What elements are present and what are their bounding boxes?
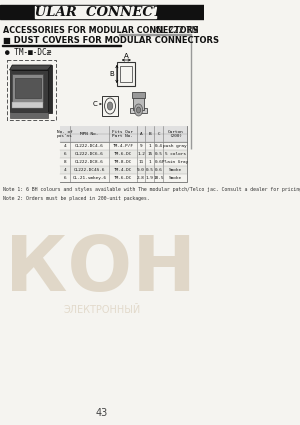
Text: C: C xyxy=(157,132,160,136)
Text: B: B xyxy=(109,71,114,77)
Text: 0.4: 0.4 xyxy=(154,144,163,148)
Bar xyxy=(60,166,188,174)
Text: CL222-DC4S-6: CL222-DC4S-6 xyxy=(74,168,105,172)
Text: No. of
pos'ns: No. of pos'ns xyxy=(57,130,73,138)
Bar xyxy=(118,62,135,86)
Text: ● TM-■-DCæ: ● TM-■-DCæ xyxy=(5,48,52,57)
Text: 1: 1 xyxy=(148,160,151,164)
Text: push gray: push gray xyxy=(164,144,187,148)
Text: MODULAR  CONNECTORS: MODULAR CONNECTORS xyxy=(0,6,195,19)
Text: 6: 6 xyxy=(64,152,66,156)
Text: 9.0: 9.0 xyxy=(137,168,145,172)
Text: ЭЛЕКТРОННЫЙ: ЭЛЕКТРОННЫЙ xyxy=(63,305,140,315)
Circle shape xyxy=(136,107,141,113)
Text: 1: 1 xyxy=(148,144,151,148)
Bar xyxy=(60,126,188,182)
Circle shape xyxy=(107,102,113,110)
Text: 5 colors: 5 colors xyxy=(165,152,186,156)
Text: MPN No.: MPN No. xyxy=(80,132,99,136)
Text: 4: 4 xyxy=(64,168,66,172)
Bar xyxy=(60,158,188,166)
Text: CL222-DC6-6: CL222-DC6-6 xyxy=(75,152,104,156)
Bar xyxy=(12,74,44,102)
Text: A: A xyxy=(140,132,142,136)
Text: 2.8: 2.8 xyxy=(137,176,145,180)
Text: ■ DUST COVERS FOR MODULAR CONNECTORS: ■ DUST COVERS FOR MODULAR CONNECTORS xyxy=(3,36,219,45)
Text: 8: 8 xyxy=(64,160,66,164)
Bar xyxy=(0,5,204,19)
Text: ACCESSORIES FOR MODULAR CONNECTORS: ACCESSORIES FOR MODULAR CONNECTORS xyxy=(3,26,199,35)
Text: B: B xyxy=(148,132,151,136)
Text: C: C xyxy=(93,101,98,107)
Text: CL222-DC4-6: CL222-DC4-6 xyxy=(75,144,104,148)
Polygon shape xyxy=(10,65,52,70)
Text: Note 2: Orders must be placed in 200-unit packages.: Note 2: Orders must be placed in 200-uni… xyxy=(3,196,150,201)
Text: 18.5: 18.5 xyxy=(153,176,164,180)
Text: TM-4-DC: TM-4-DC xyxy=(114,168,132,172)
Text: 15: 15 xyxy=(147,152,152,156)
Text: 1.2: 1.2 xyxy=(137,152,145,156)
Text: 1.9: 1.9 xyxy=(146,176,154,180)
Bar xyxy=(60,142,188,150)
Text: TM-8-DC: TM-8-DC xyxy=(114,160,132,164)
Bar xyxy=(132,92,145,98)
Text: Smoke: Smoke xyxy=(169,176,182,180)
Text: 0.6: 0.6 xyxy=(154,160,163,164)
Text: 11: 11 xyxy=(138,160,144,164)
Bar xyxy=(102,96,118,116)
Text: КОН: КОН xyxy=(5,233,196,307)
Bar xyxy=(15,78,41,98)
Bar xyxy=(60,174,188,182)
Bar xyxy=(2,45,121,46)
Text: 0.5: 0.5 xyxy=(154,152,163,156)
Bar xyxy=(12,65,52,113)
Bar xyxy=(10,70,47,112)
Text: 0.6: 0.6 xyxy=(154,168,163,172)
Bar xyxy=(120,66,132,82)
Bar xyxy=(7,60,56,120)
Text: Note 1: 6 BH colours and styles available with The modular patch/Telco jac. Cons: Note 1: 6 BH colours and styles availabl… xyxy=(3,187,300,192)
Text: 9: 9 xyxy=(140,144,142,148)
Text: TM-6-DC: TM-6-DC xyxy=(114,152,132,156)
Text: 43: 43 xyxy=(96,408,108,418)
Bar xyxy=(60,126,188,142)
Bar xyxy=(10,112,47,118)
Text: TM-6-DC: TM-6-DC xyxy=(114,176,132,180)
Bar xyxy=(133,96,144,110)
Bar xyxy=(119,34,191,35)
Text: Carton
(200): Carton (200) xyxy=(167,130,183,138)
Circle shape xyxy=(134,104,142,116)
Text: CL 222 TM: CL 222 TM xyxy=(154,26,198,35)
Text: Smoke: Smoke xyxy=(169,168,182,172)
Text: 4: 4 xyxy=(64,144,66,148)
Text: TM-4-P/F: TM-4-P/F xyxy=(112,144,134,148)
Bar xyxy=(12,102,44,108)
Text: CL222-DC8-6: CL222-DC8-6 xyxy=(75,160,104,164)
Text: 0.5: 0.5 xyxy=(146,168,154,172)
Text: Fits Our
Part No.: Fits Our Part No. xyxy=(112,130,134,138)
Text: 6: 6 xyxy=(64,176,66,180)
Text: A: A xyxy=(124,53,129,59)
Bar xyxy=(60,150,188,158)
Text: Plain Gray: Plain Gray xyxy=(162,160,188,164)
Bar xyxy=(35,6,156,18)
Bar xyxy=(130,108,147,113)
Text: CL-21-smkey-6: CL-21-smkey-6 xyxy=(73,176,107,180)
